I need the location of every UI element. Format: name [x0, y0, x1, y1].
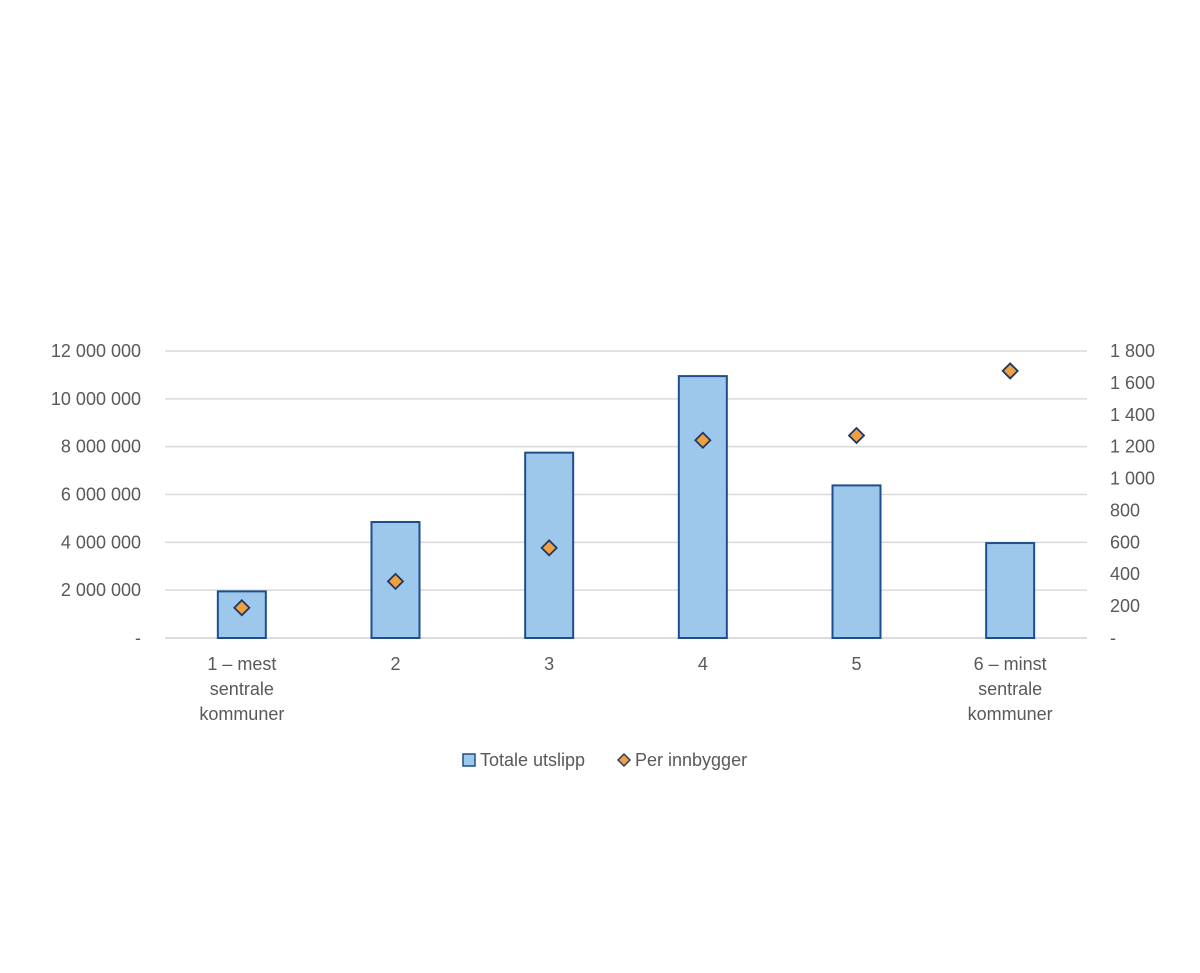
right-tick-label: 400 — [1110, 564, 1140, 584]
left-tick-label: 12 000 000 — [51, 341, 141, 361]
right-tick-label: - — [1110, 628, 1116, 648]
right-tick-label: 1 600 — [1110, 373, 1155, 393]
legend-label: Totale utslipp — [480, 750, 585, 770]
category-label: 4 — [698, 654, 708, 674]
diamond-marker — [386, 572, 405, 591]
diamond-marker — [847, 426, 866, 445]
legend-label: Per innbygger — [635, 750, 747, 770]
diamond-marker — [694, 431, 712, 450]
left-tick-label: 10 000 000 — [51, 389, 141, 409]
bar — [677, 375, 728, 639]
category-label: sentrale — [210, 679, 274, 699]
legend-diamond-swatch — [617, 753, 631, 767]
diamond-marker — [1001, 362, 1019, 380]
left-tick-label: 6 000 000 — [61, 485, 141, 505]
right-tick-label: 1 200 — [1110, 437, 1155, 457]
legend: Totale utslipp Per innbygger — [462, 750, 747, 770]
bar-series — [216, 375, 1036, 640]
category-label: sentrale — [978, 679, 1042, 699]
gridlines — [165, 350, 1087, 639]
right-tick-label: 200 — [1110, 596, 1140, 616]
left-tick-label: - — [135, 628, 141, 648]
left-axis-ticks: - 2 000 000 4 000 000 6 000 000 8 000 000 10 … — [51, 341, 141, 648]
category-label: 1 – mest — [207, 654, 276, 674]
right-tick-label: 1 000 — [1110, 469, 1155, 489]
category-label: 6 – minst — [974, 654, 1047, 674]
right-tick-label: 600 — [1110, 532, 1140, 552]
marker-series — [233, 362, 1019, 617]
category-label: 2 — [390, 654, 400, 674]
category-label: 5 — [851, 654, 861, 674]
right-tick-label: 1 800 — [1110, 341, 1155, 361]
right-tick-label: 1 400 — [1110, 405, 1155, 425]
left-tick-label: 2 000 000 — [61, 580, 141, 600]
category-label: kommuner — [968, 704, 1053, 724]
left-tick-label: 4 000 000 — [61, 532, 141, 552]
diamond-marker — [233, 598, 251, 617]
left-tick-label: 8 000 000 — [61, 437, 141, 457]
diamond-marker — [540, 539, 558, 557]
category-labels: 1 – mest sentrale kommuner 2 3 4 5 6 – minst sen… — [199, 654, 1052, 724]
legend-bar-swatch — [462, 753, 476, 767]
bar — [831, 484, 882, 639]
category-label: kommuner — [199, 704, 284, 724]
right-tick-label: 800 — [1110, 500, 1140, 520]
right-axis-ticks: - 200 400 600 800 1 000 1 200 1 400 1 600 1 800 — [1110, 341, 1155, 648]
bar — [985, 542, 1036, 640]
category-label: 3 — [544, 654, 554, 674]
